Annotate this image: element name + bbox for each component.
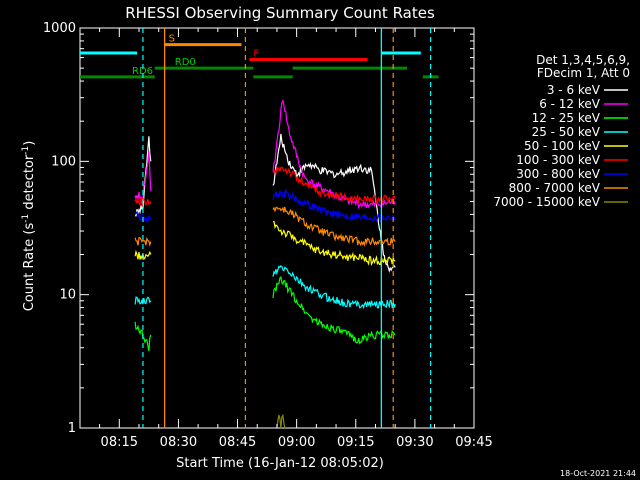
series-line-100-300-kev-segment-0 [134, 196, 152, 208]
state-label-rd0: RD0 [175, 57, 196, 68]
series-line-3-6-kev-segment-1 [272, 133, 396, 273]
time-markers [142, 28, 432, 428]
chart-title: RHESSI Observing Summary Count Rates [125, 4, 435, 22]
legend-label-7000-15000-kev: 7000 - 15000 keV [493, 195, 600, 209]
y-tick-label-10: 10 [59, 288, 76, 303]
y-axis-label-part-4: ) [22, 141, 37, 146]
y-tick-label-100: 100 [51, 154, 76, 169]
legend-label-12-25-kev: 12 - 25 keV [532, 111, 601, 125]
legend-label-50-100-kev: 50 - 100 keV [524, 139, 601, 153]
x-tick-label-08-15: 08:15 [101, 435, 138, 450]
series-line-800-7000-kev-segment-1 [272, 206, 396, 247]
state-label-s: S [169, 34, 175, 45]
series-line-6-12-kev-segment-1 [272, 98, 396, 211]
x-tick-label-08-45: 08:45 [219, 435, 256, 450]
series-line-50-100-kev-segment-1 [272, 220, 396, 267]
y-axis-label-part-0: Count Rate (s [22, 223, 37, 312]
x-tick-label-09-30: 09:30 [396, 435, 433, 450]
timestamp: 18-Oct-2021 21:44 [560, 469, 636, 478]
legend-header-0: Det 1,3,4,5,6,9, [536, 53, 630, 67]
x-tick-label-09-00: 09:00 [278, 435, 315, 450]
legend-label-25-50-kev: 25 - 50 keV [532, 125, 601, 139]
legend-label-800-7000-kev: 800 - 7000 keV [509, 181, 601, 195]
tick-labels: 1 10 100 1000 08:15 08:30 08:45 09:00 09:15 09:30… [43, 21, 493, 450]
x-tick-label-09-15: 09:15 [337, 435, 374, 450]
y-tick-label-1: 1 [68, 421, 76, 436]
series-line-300-800-kev-segment-1 [272, 188, 396, 223]
legend-label-6-12-kev: 6 - 12 keV [539, 97, 601, 111]
legend-label-3-6-kev: 3 - 6 keV [547, 83, 601, 97]
y-tick-label-1000: 1000 [43, 21, 76, 36]
x-tick-label-08-30: 08:30 [160, 435, 197, 450]
series-lines [134, 98, 396, 429]
x-tick-label-09-45: 09:45 [455, 435, 492, 450]
series-line-100-300-kev-segment-1 [272, 166, 396, 206]
y-axis-label-part-2: detector [22, 154, 37, 214]
series-line-25-50-kev-segment-0 [134, 296, 152, 305]
legend: Det 1,3,4,5,6,9,FDecim 1, Att 0 3 - 6 keV… [493, 53, 630, 209]
series-line-7000-15000-kev-segment-0 [276, 413, 286, 429]
legend-header-1: FDecim 1, Att 0 [537, 66, 630, 80]
series-line-300-800-kev-segment-0 [134, 210, 152, 223]
state-label-rd6: RD6 [132, 66, 153, 77]
y-axis-label-part-3: -1 [21, 146, 31, 155]
legend-label-100-300-kev: 100 - 300 keV [516, 153, 600, 167]
y-axis-label: Count Rate (s-1 detector-1) [21, 141, 37, 312]
x-axis-label: Start Time (16-Jan-12 08:05:02) [176, 456, 384, 471]
series-line-25-50-kev-segment-1 [272, 264, 396, 310]
y-axis-label-part-1: -1 [21, 214, 31, 223]
state-label-f: F [253, 49, 259, 60]
legend-label-300-800-kev: 300 - 800 keV [516, 167, 600, 181]
series-line-800-7000-kev-segment-0 [134, 236, 152, 248]
series-line-12-25-kev-segment-1 [272, 275, 396, 345]
